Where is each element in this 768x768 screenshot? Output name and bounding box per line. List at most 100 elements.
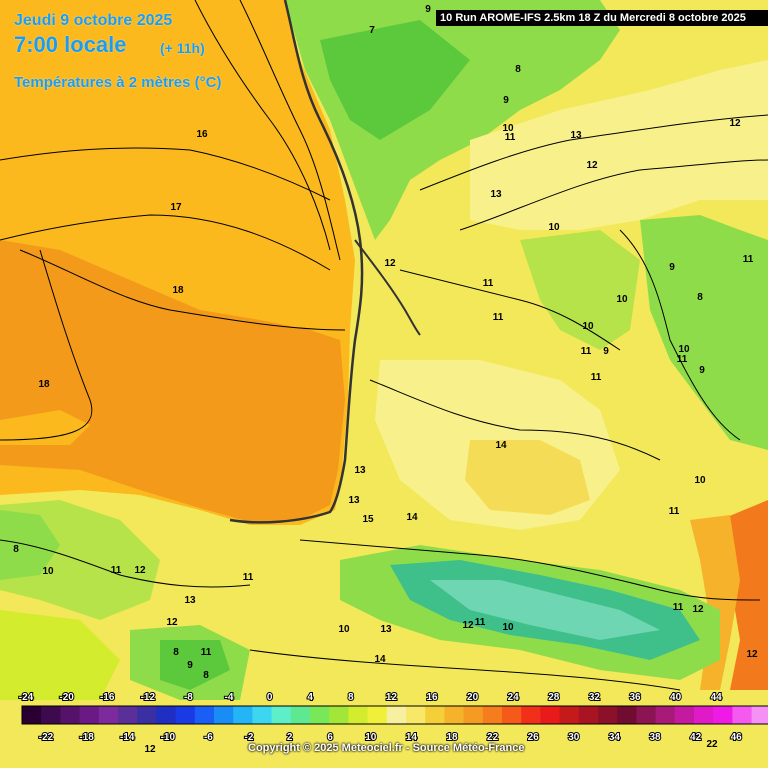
contour-label: 9 <box>669 262 675 273</box>
contour-label: 12 <box>384 258 396 269</box>
contour-label: 13 <box>380 624 392 635</box>
scale-swatch <box>540 706 561 724</box>
isotherm-coast-b <box>194 0 331 251</box>
scale-top-labels: -24 -20 -16 -12 -8 -4 0 4 8 12 16 20 24 28 32 36 40 44 <box>18 691 723 704</box>
scale-swatch <box>463 706 484 724</box>
scale-label: -22 <box>39 732 54 743</box>
scale-label: 6 <box>327 732 333 743</box>
scale-swatch <box>79 706 100 724</box>
spain-south-green-dark <box>160 640 230 690</box>
isotherm-16 <box>0 147 331 201</box>
scale-swatch <box>310 706 330 724</box>
contour-label: 12 <box>134 565 146 576</box>
contour-label: 9 <box>603 346 609 357</box>
contour-label: 12 <box>586 160 598 171</box>
contour-label: 13 <box>570 130 582 141</box>
contour-label: 11 <box>669 506 680 517</box>
scale-swatch <box>214 706 234 724</box>
contour-label: 9 <box>425 4 431 15</box>
contour-label: 18 <box>38 379 50 390</box>
east-green <box>640 215 768 450</box>
scale-swatch <box>60 706 81 724</box>
scale-swatch <box>137 706 157 724</box>
contour-label: 11 <box>243 572 254 583</box>
isotherm-coast-a <box>239 0 341 261</box>
scale-label: -20 <box>59 692 74 703</box>
contour-label: 10 <box>338 624 350 635</box>
run-info: Run AROME-IFS 2.5km 18 Z du Mercredi 8 o… <box>455 12 746 24</box>
contour-label: 10 <box>694 475 706 486</box>
scale-swatch <box>559 706 580 724</box>
scale-swatch <box>751 706 768 724</box>
contour-label: 8 <box>13 544 19 555</box>
isotherm-13 <box>419 114 768 191</box>
scale-swatch <box>271 706 292 724</box>
contour-label: 11 <box>673 602 684 613</box>
contour-label: 9 <box>503 95 509 106</box>
pyrenees-light <box>430 580 660 640</box>
contour-label: 12 <box>462 620 474 631</box>
variable-label: Températures à 2 mètres (°C) <box>14 74 222 91</box>
scale-swatch <box>367 706 388 724</box>
contour-label: 11 <box>201 647 212 658</box>
scale-label: 38 <box>649 732 661 743</box>
contour-label: 22 <box>706 739 718 750</box>
scale-swatch <box>22 706 42 724</box>
scale-swatch <box>386 706 407 724</box>
scale-swatch <box>732 706 753 724</box>
scale-swatch <box>674 706 695 724</box>
scale-label: -10 <box>161 732 176 743</box>
contour-label: 10 <box>678 344 690 355</box>
scale-label: -12 <box>141 692 156 703</box>
pale-band-ne <box>470 60 768 230</box>
scale-label: 20 <box>467 692 479 703</box>
contour-label: 9 <box>699 365 705 376</box>
east-green-mid <box>520 230 640 350</box>
ocean-warm <box>0 240 345 522</box>
contour-label: 10 <box>502 123 514 134</box>
isotherm-spain <box>0 539 251 588</box>
contour-label: 10 <box>616 294 628 305</box>
contour-label: 10 <box>582 321 594 332</box>
scale-label: 46 <box>731 732 743 743</box>
contour-label: 18 <box>172 285 184 296</box>
isotherm-18-west <box>0 249 93 441</box>
scale-swatch <box>252 706 273 724</box>
scale-label: 34 <box>609 732 621 743</box>
contour-label: 12 <box>746 649 758 660</box>
central-warm <box>465 440 590 515</box>
forecast-date: Jeudi 9 octobre 2025 <box>14 12 173 29</box>
scale-label: 44 <box>711 692 723 703</box>
contour-label: 14 <box>374 654 386 665</box>
contour-label: 11 <box>505 132 516 143</box>
scale-swatch <box>502 706 522 724</box>
scale-label: 22 <box>487 732 499 743</box>
scale-swatch <box>41 706 61 724</box>
ocean-warm-west <box>0 240 110 440</box>
scale-label: 12 <box>386 692 398 703</box>
scale-label: 18 <box>446 732 458 743</box>
scale-swatch <box>425 706 445 724</box>
contour-label: 11 <box>493 312 504 323</box>
scale-swatch <box>329 706 349 724</box>
isotherm-18 <box>19 249 346 331</box>
isotherms <box>0 0 768 691</box>
scale-swatch <box>482 706 503 724</box>
scale-label: 24 <box>508 692 520 703</box>
scale-swatch <box>348 706 369 724</box>
contour-label: 14 <box>406 512 418 523</box>
contour-label: 11 <box>111 565 122 576</box>
contour-label: 12 <box>729 118 741 129</box>
isotherm-17 <box>0 214 331 271</box>
contour-label: 9 <box>187 660 193 671</box>
scale-swatch <box>406 706 426 724</box>
contour-label: 10 <box>42 566 54 577</box>
ocean-light-patch <box>0 410 90 445</box>
contour-labels: 9716171818891011121312131011129811111010… <box>13 4 758 755</box>
scale-label: 2 <box>287 732 293 743</box>
scale-label: -8 <box>184 692 193 703</box>
scale-swatch <box>598 706 618 724</box>
isotherm-pyrenees <box>299 539 761 601</box>
scale-label: 10 <box>365 732 377 743</box>
